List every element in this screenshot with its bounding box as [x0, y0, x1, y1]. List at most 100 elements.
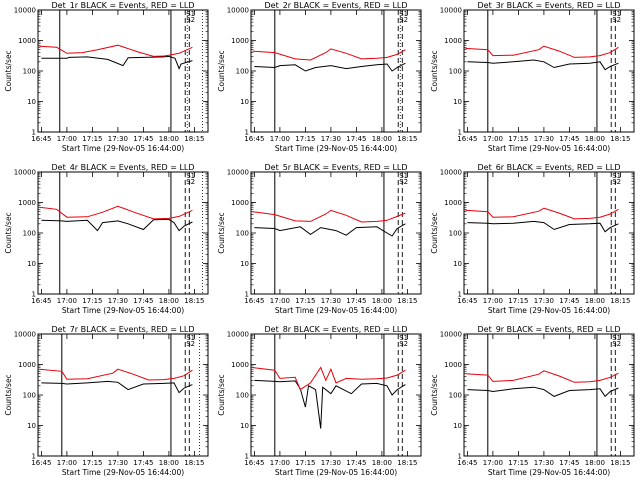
series-line-events: [41, 218, 193, 232]
x-axis-label: Start Time (29-Nov-05 16:44:00): [62, 144, 184, 153]
x-tick-label: 17:30: [534, 459, 554, 467]
y-tick-label: 1000: [231, 361, 249, 369]
x-tick-label: 17:45: [559, 135, 579, 143]
chart-title: Det_3r BLACK = Events, RED = LLD: [477, 1, 620, 10]
y-tick-label: 10: [240, 98, 249, 106]
marker-label: S2: [186, 16, 195, 24]
x-tick-label: 17:15: [295, 135, 315, 143]
y-axis-label: Counts/sec: [4, 50, 13, 91]
x-tick-label: 17:30: [108, 459, 128, 467]
y-tick-label: 1: [245, 453, 249, 461]
x-tick-label: 17:30: [534, 135, 554, 143]
x-tick-label: 17:00: [483, 459, 503, 467]
y-tick-label: 10: [240, 260, 249, 268]
plot-frame: [37, 333, 209, 457]
chart-title: Det_1r BLACK = Events, RED = LLD: [51, 1, 194, 10]
y-tick-label: 1: [245, 129, 249, 137]
x-tick-label: 18:00: [159, 297, 179, 305]
x-tick-label: 18:15: [397, 459, 417, 467]
plot-frame: [37, 9, 209, 133]
chart-panel-6: Det_6r BLACK = Events, RED = LLD Counts/s…: [430, 163, 635, 315]
chart-panel-7: Det_7r BLACK = Events, RED = LLD Counts/s…: [4, 325, 209, 477]
x-tick-label: 16:45: [31, 135, 51, 143]
x-tick-label: 17:45: [133, 135, 153, 143]
y-tick-label: 10: [453, 98, 462, 106]
series-line-lld: [465, 370, 619, 383]
x-tick-label: 17:15: [508, 459, 528, 467]
y-tick-label: 1000: [444, 199, 462, 207]
marker-label: S1: [399, 334, 408, 342]
series-line-lld: [465, 45, 619, 58]
y-tick-label: 100: [236, 68, 249, 76]
x-axis-label: Start Time (29-Nov-05 16:44:00): [62, 306, 184, 315]
marker-label: S2: [399, 340, 408, 348]
x-axis-label: Start Time (29-Nov-05 16:44:00): [275, 468, 397, 477]
series-line-lld: [252, 209, 406, 223]
x-tick-label: 16:45: [457, 459, 477, 467]
x-tick-label: 18:15: [397, 297, 417, 305]
x-tick-label: 16:45: [31, 459, 51, 467]
marker-label: S1: [186, 334, 195, 342]
chart-panel-2: Det_2r BLACK = Events, RED = LLD Counts/s…: [217, 1, 422, 153]
marker-label: S2: [399, 16, 408, 24]
x-tick-label: 17:15: [82, 135, 102, 143]
x-tick-label: 18:00: [159, 459, 179, 467]
chart-title: Det_2r BLACK = Events, RED = LLD: [264, 1, 407, 10]
marker-label: S1: [399, 10, 408, 18]
plot-frame: [463, 333, 635, 457]
y-tick-label: 100: [23, 230, 36, 238]
x-tick-label: 16:45: [244, 135, 264, 143]
x-tick-label: 16:45: [457, 297, 477, 305]
x-tick-label: 18:15: [610, 135, 630, 143]
series-line-events: [41, 55, 193, 70]
x-tick-label: 18:00: [585, 297, 605, 305]
x-tick-label: 17:15: [508, 297, 528, 305]
y-axis-label: Counts/sec: [4, 374, 13, 415]
chart-panel-8: Det_8r BLACK = Events, RED = LLD Counts/s…: [217, 325, 422, 477]
y-tick-label: 1000: [231, 37, 249, 45]
x-tick-label: 17:45: [346, 297, 366, 305]
x-axis-label: Start Time (29-Nov-05 16:44:00): [275, 144, 397, 153]
marker-label: S1: [612, 172, 621, 180]
plot-frame: [250, 171, 422, 295]
x-tick-label: 17:00: [483, 297, 503, 305]
x-tick-label: 16:45: [31, 297, 51, 305]
x-tick-label: 17:30: [321, 135, 341, 143]
x-tick-label: 17:30: [534, 297, 554, 305]
series-line-lld: [252, 366, 406, 391]
y-tick-label: 10000: [14, 169, 36, 177]
y-axis-label: Counts/sec: [217, 50, 226, 91]
chart-title: Det_9r BLACK = Events, RED = LLD: [477, 325, 620, 334]
y-tick-label: 10: [453, 260, 462, 268]
x-tick-label: 17:00: [270, 135, 290, 143]
marker-label: S1: [186, 172, 195, 180]
y-tick-label: 100: [449, 68, 462, 76]
chart-title: Det_4r BLACK = Events, RED = LLD: [51, 163, 194, 172]
x-tick-label: 17:15: [82, 459, 102, 467]
chart-title: Det_8r BLACK = Events, RED = LLD: [264, 325, 407, 334]
x-tick-label: 17:15: [295, 297, 315, 305]
y-tick-label: 10: [240, 422, 249, 430]
y-tick-label: 100: [449, 392, 462, 400]
y-tick-label: 10000: [440, 7, 462, 15]
series-line-events: [467, 220, 619, 233]
y-tick-label: 100: [449, 230, 462, 238]
plot-frame: [463, 9, 635, 133]
marker-label: S2: [399, 178, 408, 186]
series-line-lld: [39, 205, 193, 220]
x-tick-label: 17:15: [82, 297, 102, 305]
y-tick-label: 1: [32, 453, 36, 461]
y-tick-label: 1000: [231, 199, 249, 207]
x-axis-label: Start Time (29-Nov-05 16:44:00): [488, 144, 610, 153]
x-tick-label: 17:00: [270, 459, 290, 467]
marker-label: S1: [612, 10, 621, 18]
x-tick-label: 18:00: [372, 459, 392, 467]
y-tick-label: 10000: [14, 7, 36, 15]
y-tick-label: 1: [245, 291, 249, 299]
x-tick-label: 18:15: [610, 297, 630, 305]
x-tick-label: 18:00: [159, 135, 179, 143]
chart-title: Det_7r BLACK = Events, RED = LLD: [51, 325, 194, 334]
y-tick-label: 1: [458, 129, 462, 137]
x-tick-label: 18:15: [610, 459, 630, 467]
